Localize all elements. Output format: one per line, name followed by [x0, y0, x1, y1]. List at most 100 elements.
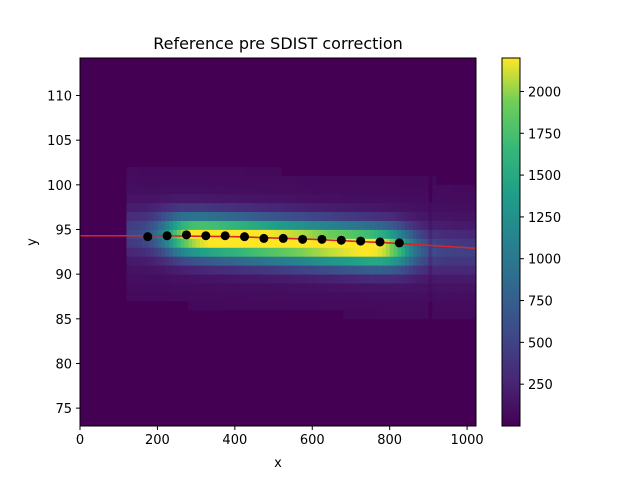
heatmap-cell — [265, 166, 271, 177]
heatmap-cell — [424, 283, 429, 293]
heatmap-cell — [172, 220, 178, 230]
heatmap-cell — [389, 202, 394, 213]
heatmap-cell — [378, 220, 383, 230]
heatmap-cell — [432, 265, 437, 275]
heatmap-cell — [254, 166, 259, 177]
heatmap-cell — [343, 229, 348, 239]
heatmap-cell — [130, 202, 135, 213]
heatmap-cell — [447, 184, 453, 195]
heatmap-cell — [385, 292, 391, 302]
heatmap-cell — [184, 193, 189, 204]
heatmap-cell — [188, 202, 193, 213]
heatmap-cell — [416, 247, 422, 257]
heatmap-cell — [304, 211, 309, 221]
heatmap-cell — [211, 300, 216, 311]
heatmap-cell — [350, 220, 356, 230]
heatmap-cell — [196, 175, 201, 186]
heatmap-cell — [343, 283, 348, 293]
heatmap-cell — [138, 256, 143, 266]
heatmap-cell — [230, 202, 236, 213]
y-tick-label: 100 — [47, 179, 72, 194]
heatmap-cell — [184, 292, 189, 302]
heatmap-cell — [463, 283, 468, 293]
heatmap-cell — [258, 283, 263, 293]
heatmap-cell — [157, 220, 162, 230]
heatmap-cell — [393, 283, 398, 293]
x-tick-label: 0 — [76, 433, 84, 448]
y-axis: 75 80 85 90 95 100 105 110 — [47, 90, 80, 417]
heatmap-cell — [428, 220, 433, 230]
heatmap-cell — [227, 292, 232, 302]
heatmap-cell — [203, 265, 209, 275]
heatmap-cell — [463, 193, 468, 204]
heatmap-cell — [335, 193, 340, 204]
heatmap-cell — [180, 265, 185, 275]
heatmap-cell — [374, 292, 379, 302]
heatmap-cell — [215, 184, 220, 195]
heatmap-cell — [207, 193, 213, 204]
heatmap-cell — [312, 202, 317, 213]
heatmap-cell — [424, 292, 429, 302]
heatmap-cell — [281, 274, 286, 284]
heatmap-cell — [312, 300, 317, 311]
heatmap-cell — [474, 238, 476, 248]
heatmap-cell — [331, 265, 336, 275]
heatmap-cell — [409, 238, 414, 248]
heatmap-cell — [451, 202, 456, 213]
heatmap-cell — [215, 211, 220, 221]
data-point — [336, 235, 346, 245]
heatmap-cell — [316, 229, 321, 239]
heatmap-cell — [432, 229, 437, 239]
heatmap-cell — [308, 184, 313, 195]
heatmap-cell — [161, 292, 166, 302]
heatmap-cell — [134, 229, 139, 239]
heatmap-cell — [389, 193, 394, 204]
heatmap-cell — [277, 166, 282, 177]
heatmap-cell — [443, 238, 449, 248]
heatmap-cell — [401, 300, 406, 311]
heatmap-cell — [188, 193, 193, 204]
heatmap-cell — [393, 274, 398, 284]
heatmap-cell — [312, 184, 317, 195]
heatmap-cell — [269, 300, 274, 311]
heatmap-cell — [145, 238, 151, 248]
heatmap-cell — [184, 247, 189, 257]
heatmap-cell — [381, 309, 387, 320]
heatmap-cell — [397, 211, 402, 221]
heatmap-cell — [234, 274, 240, 284]
heatmap-cell — [285, 300, 290, 311]
heatmap-cell — [335, 211, 340, 221]
heatmap-cell — [350, 300, 356, 311]
heatmap-cell — [366, 283, 371, 293]
heatmap-cell — [312, 220, 317, 230]
heatmap-cell — [289, 274, 294, 284]
heatmap-cell — [157, 247, 162, 257]
heatmap-cell — [138, 202, 143, 213]
heatmap-cell — [289, 211, 294, 221]
heatmap-cell — [134, 166, 139, 177]
heatmap-cell — [354, 265, 360, 275]
heatmap-cell — [265, 247, 271, 257]
heatmap-cell — [467, 292, 472, 302]
heatmap-cell — [277, 283, 282, 293]
data-point — [201, 231, 211, 241]
heatmap-cell — [281, 175, 286, 186]
heatmap-cell — [459, 292, 464, 302]
heatmap-cell — [323, 238, 329, 248]
heatmap-cell — [161, 256, 166, 266]
heatmap-cell — [242, 274, 247, 284]
data-point — [162, 231, 172, 241]
heatmap-cell — [378, 274, 383, 284]
heatmap-cell — [323, 220, 329, 230]
heatmap-cell — [470, 220, 476, 230]
heatmap-cell — [312, 283, 317, 293]
heatmap-cell — [370, 193, 375, 204]
heatmap-cell — [172, 229, 178, 239]
heatmap-cell — [234, 184, 240, 195]
heatmap-cell — [304, 265, 309, 275]
heatmap-cell — [370, 202, 375, 213]
trace-overlay — [80, 230, 476, 250]
heatmap-cell — [436, 229, 441, 239]
heatmap-cell — [358, 274, 363, 284]
heatmap-cell — [141, 292, 147, 302]
